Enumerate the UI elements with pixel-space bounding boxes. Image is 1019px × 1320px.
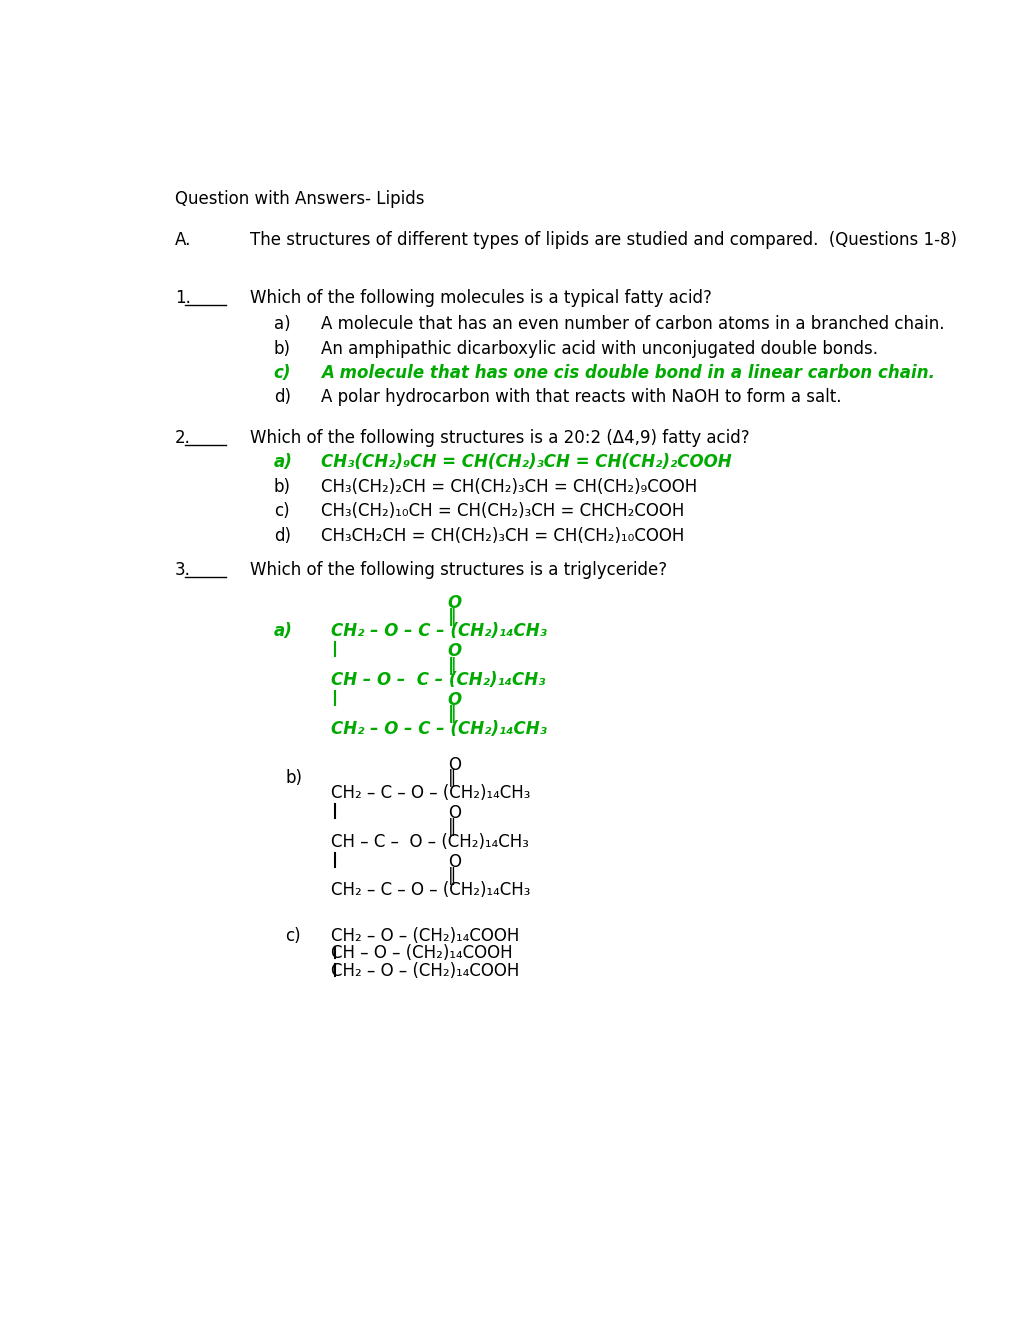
Text: CH₂ – O – C – (CH₂)₁₄CH₃: CH₂ – O – C – (CH₂)₁₄CH₃ (331, 719, 547, 738)
Text: CH₂ – C – O – (CH₂)₁₄CH₃: CH₂ – C – O – (CH₂)₁₄CH₃ (331, 882, 530, 899)
Text: CH₃(CH₂)₁₀CH = CH(CH₂)₃CH = CHCH₂COOH: CH₃(CH₂)₁₀CH = CH(CH₂)₃CH = CHCH₂COOH (321, 502, 684, 520)
Text: O: O (447, 692, 462, 709)
Text: a): a) (273, 453, 292, 471)
Text: A molecule that has one cis double bond in a linear carbon chain.: A molecule that has one cis double bond … (321, 364, 934, 381)
Text: d): d) (273, 388, 290, 407)
Text: a): a) (273, 315, 290, 333)
Text: CH₃(CH₂)₉CH = CH(CH₂)₃CH = CH(CH₂)₂COOH: CH₃(CH₂)₉CH = CH(CH₂)₃CH = CH(CH₂)₂COOH (321, 453, 731, 471)
Text: ‖: ‖ (447, 770, 455, 788)
Text: CH₂ – O – C – (CH₂)₁₄CH₃: CH₂ – O – C – (CH₂)₁₄CH₃ (331, 622, 547, 640)
Text: ‖: ‖ (447, 818, 455, 837)
Text: ‖: ‖ (447, 609, 455, 626)
Text: 1.: 1. (175, 289, 191, 306)
Text: b): b) (285, 770, 303, 788)
Text: A.: A. (175, 231, 192, 248)
Text: CH₂ – O – (CH₂)₁₄COOH: CH₂ – O – (CH₂)₁₄COOH (331, 961, 520, 979)
Text: 3.: 3. (175, 561, 191, 579)
Text: Question with Answers- Lipids: Question with Answers- Lipids (175, 190, 424, 209)
Text: ‖: ‖ (447, 867, 455, 886)
Text: ‖: ‖ (447, 656, 455, 675)
Text: O: O (447, 756, 461, 775)
Text: d): d) (273, 527, 290, 545)
Text: A molecule that has an even number of carbon atoms in a branched chain.: A molecule that has an even number of ca… (321, 315, 944, 333)
Text: CH₃CH₂CH = CH(CH₂)₃CH = CH(CH₂)₁₀COOH: CH₃CH₂CH = CH(CH₂)₃CH = CH(CH₂)₁₀COOH (321, 527, 684, 545)
Text: a): a) (273, 622, 292, 640)
Text: CH – O –  C – (CH₂)₁₄CH₃: CH – O – C – (CH₂)₁₄CH₃ (331, 671, 545, 689)
Text: c): c) (273, 364, 291, 381)
Text: b): b) (273, 339, 290, 358)
Text: CH – O – (CH₂)₁₄COOH: CH – O – (CH₂)₁₄COOH (331, 944, 513, 962)
Text: The structures of different types of lipids are studied and compared.  (Question: The structures of different types of lip… (250, 231, 956, 248)
Text: c): c) (285, 927, 301, 945)
Text: O: O (447, 853, 461, 871)
Text: 2.: 2. (175, 429, 191, 447)
Text: CH₂ – C – O – (CH₂)₁₄CH₃: CH₂ – C – O – (CH₂)₁₄CH₃ (331, 784, 530, 801)
Text: O: O (447, 643, 462, 660)
Text: CH₂ – O – (CH₂)₁₄COOH: CH₂ – O – (CH₂)₁₄COOH (331, 927, 520, 945)
Text: A polar hydrocarbon with that reacts with NaOH to form a salt.: A polar hydrocarbon with that reacts wit… (321, 388, 841, 407)
Text: Which of the following structures is a triglyceride?: Which of the following structures is a t… (250, 561, 666, 579)
Text: c): c) (273, 502, 289, 520)
Text: An amphipathic dicarboxylic acid with unconjugated double bonds.: An amphipathic dicarboxylic acid with un… (321, 339, 877, 358)
Text: O: O (447, 804, 461, 822)
Text: CH₃(CH₂)₂CH = CH(CH₂)₃CH = CH(CH₂)₉COOH: CH₃(CH₂)₂CH = CH(CH₂)₃CH = CH(CH₂)₉COOH (321, 478, 697, 496)
Text: b): b) (273, 478, 290, 496)
Text: Which of the following structures is a 20:2 (Δ4,9) fatty acid?: Which of the following structures is a 2… (250, 429, 749, 447)
Text: O: O (447, 594, 462, 611)
Text: Which of the following molecules is a typical fatty acid?: Which of the following molecules is a ty… (250, 289, 711, 306)
Text: CH – C –  O – (CH₂)₁₄CH₃: CH – C – O – (CH₂)₁₄CH₃ (331, 833, 529, 850)
Text: ‖: ‖ (447, 705, 455, 723)
